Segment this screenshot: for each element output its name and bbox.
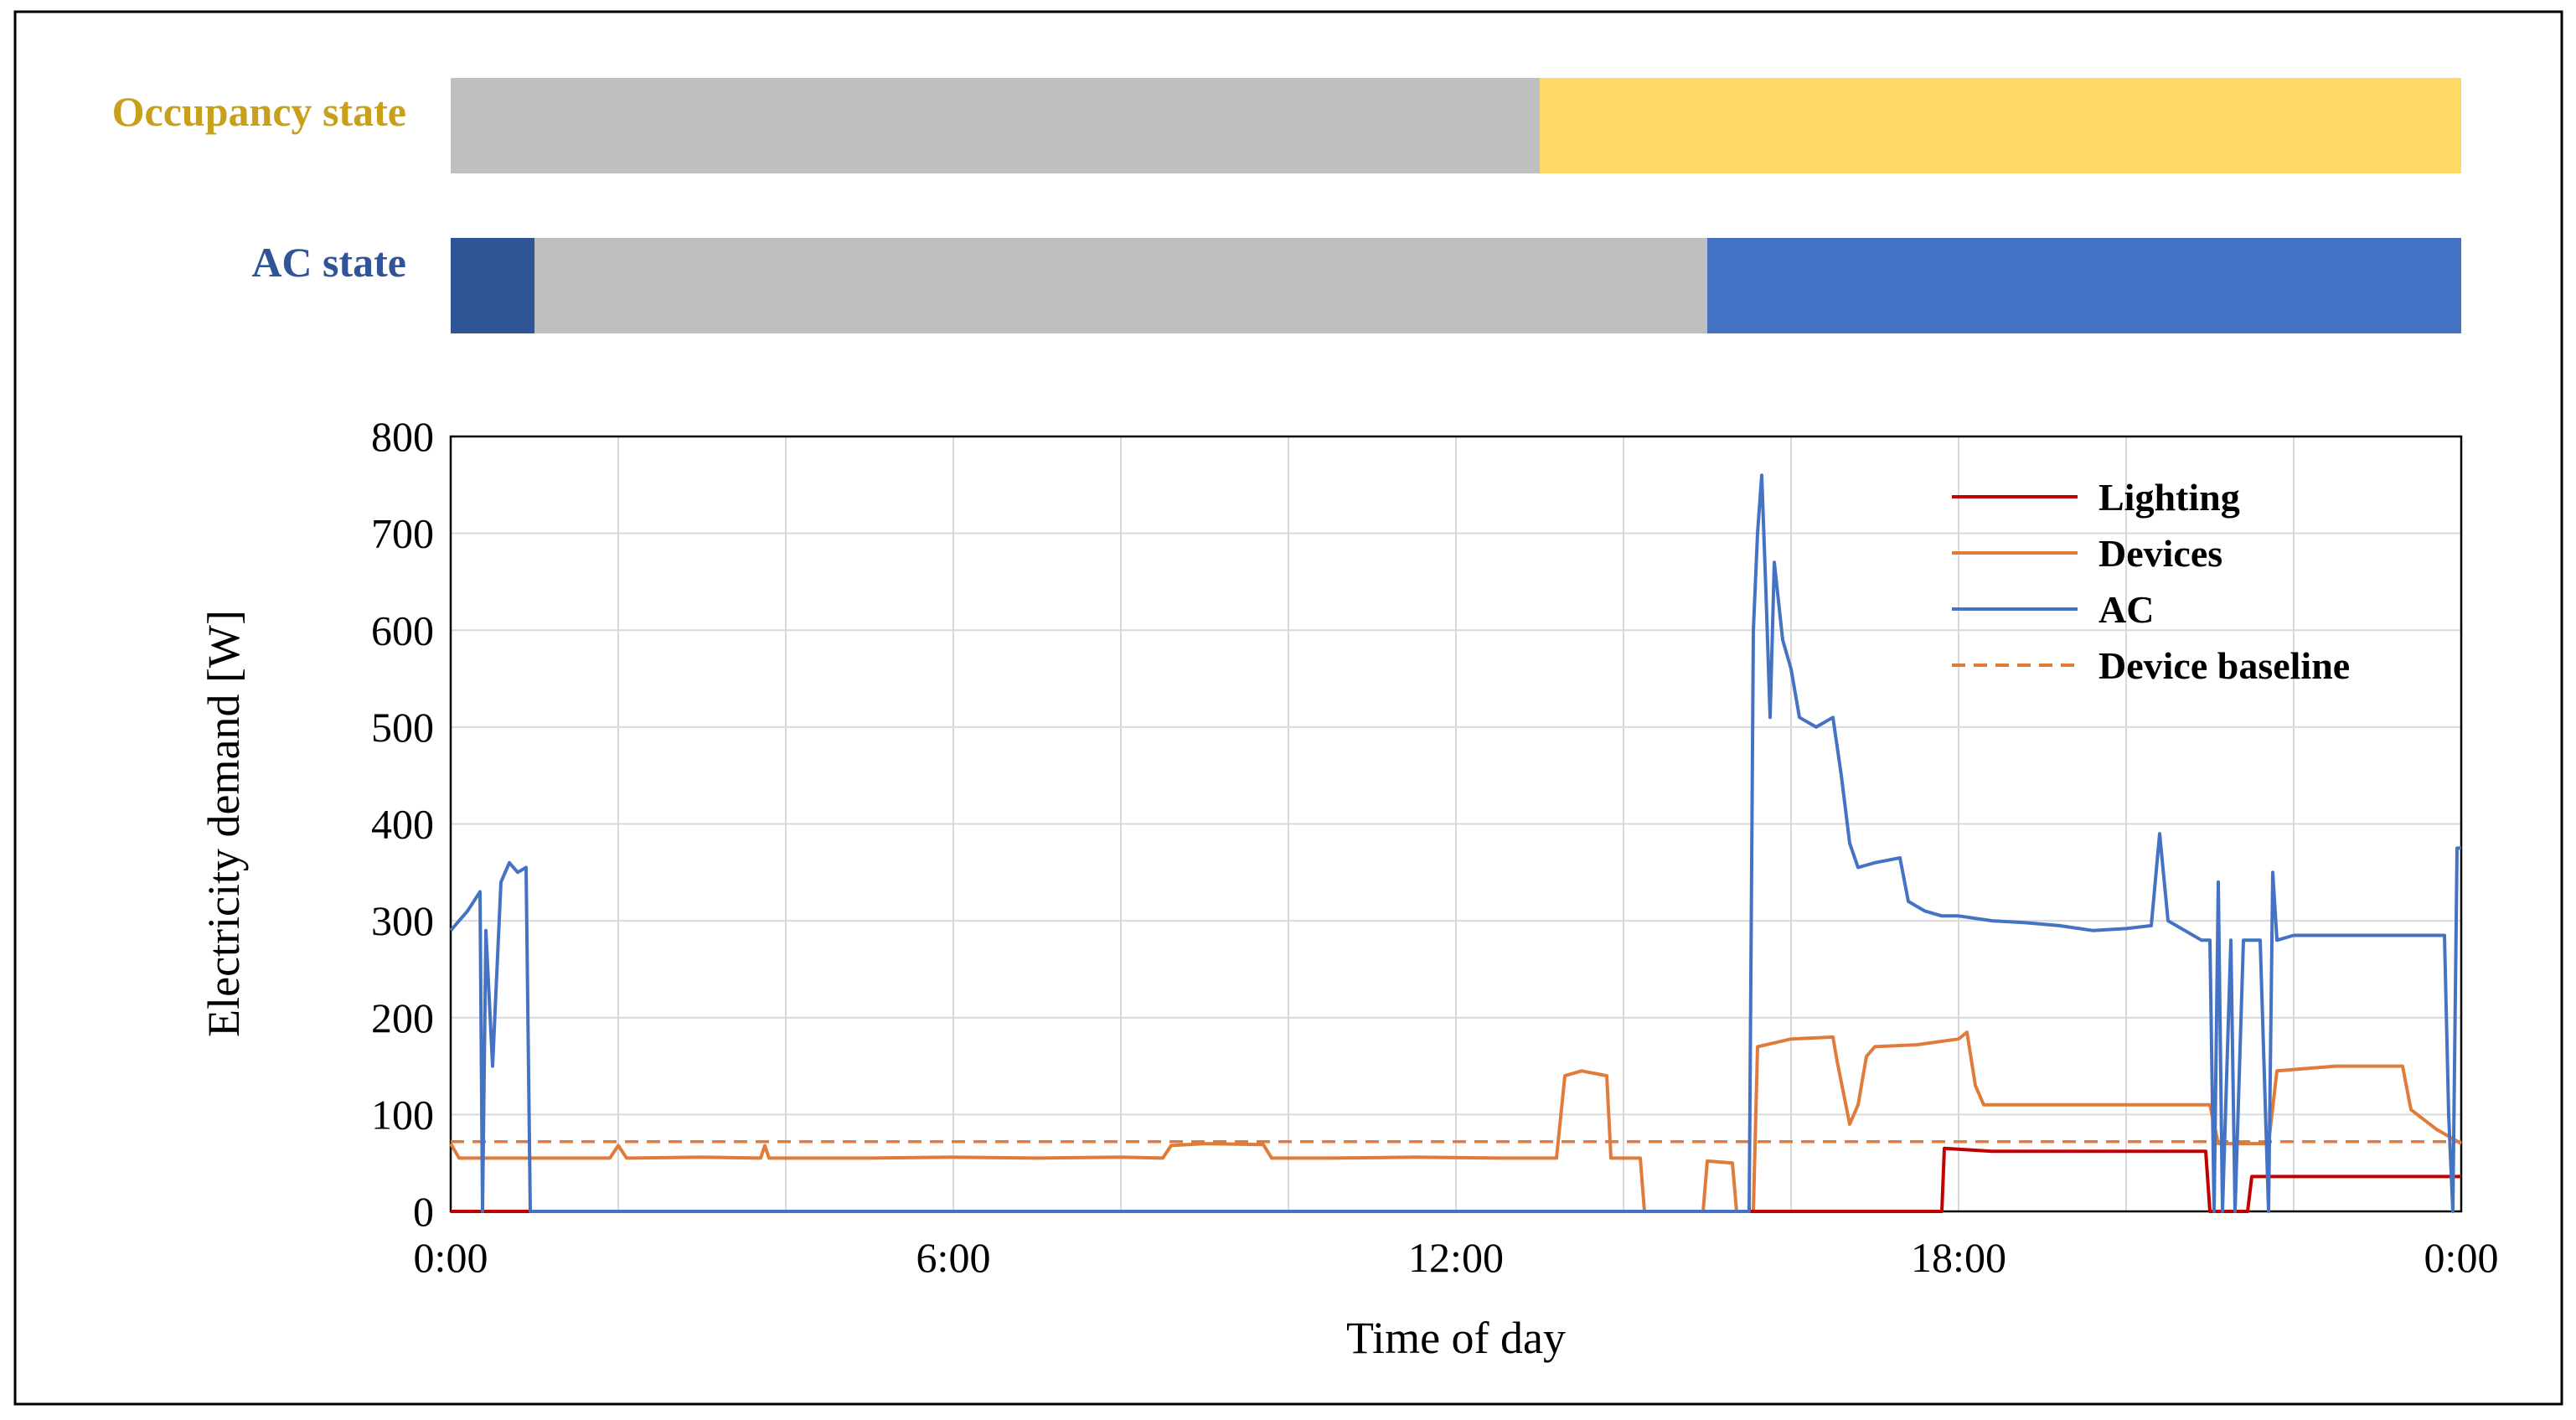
y-tick-label: 300 <box>371 897 434 944</box>
series-lighting-line <box>451 1146 2461 1213</box>
y-tick-label: 200 <box>371 994 434 1041</box>
x-tick-label: 0:00 <box>414 1234 488 1281</box>
ac-state-segment-1 <box>534 238 1707 333</box>
legend-label-lighting: Lighting <box>2098 476 2240 519</box>
occupancy-state-segment-0 <box>451 78 1540 173</box>
x-tick-label: 18:00 <box>1911 1234 2006 1281</box>
y-axis-label: Electricity demand [W] <box>199 610 249 1037</box>
series-layer <box>449 473 2463 1213</box>
legend-label-ac: AC <box>2098 588 2154 631</box>
x-tick-label: 6:00 <box>916 1234 991 1281</box>
x-axis-label: Time of day <box>1346 1313 1566 1363</box>
plot-grid <box>451 436 2461 1211</box>
y-tick-label: 0 <box>413 1188 434 1235</box>
legend: Lighting Devices AC Device baseline <box>1952 476 2350 687</box>
y-axis-ticks: 0 100 200 300 400 500 600 700 800 <box>371 413 434 1235</box>
ac-state-label: AC state <box>251 239 406 286</box>
ac-state-bar <box>451 238 2461 333</box>
y-tick-label: 400 <box>371 801 434 848</box>
ac-state-segment-0 <box>451 238 534 333</box>
x-axis-ticks: 0:00 6:00 12:00 18:00 0:00 <box>414 1234 2499 1281</box>
occupancy-state-bar <box>451 78 2461 173</box>
legend-label-devices: Devices <box>2098 532 2222 575</box>
y-tick-label: 100 <box>371 1091 434 1138</box>
y-tick-label: 600 <box>371 607 434 653</box>
occupancy-state-label: Occupancy state <box>112 88 406 135</box>
legend-label-device-baseline: Device baseline <box>2098 644 2350 687</box>
x-tick-label: 12:00 <box>1408 1234 1504 1281</box>
ac-state-segment-2 <box>1707 238 2461 333</box>
y-tick-label: 700 <box>371 510 434 557</box>
x-tick-label: 0:00 <box>2424 1234 2499 1281</box>
y-tick-label: 800 <box>371 413 434 460</box>
series-ac-line <box>449 473 2461 1213</box>
y-tick-label: 500 <box>371 704 434 751</box>
occupancy-state-segment-1 <box>1540 78 2461 173</box>
